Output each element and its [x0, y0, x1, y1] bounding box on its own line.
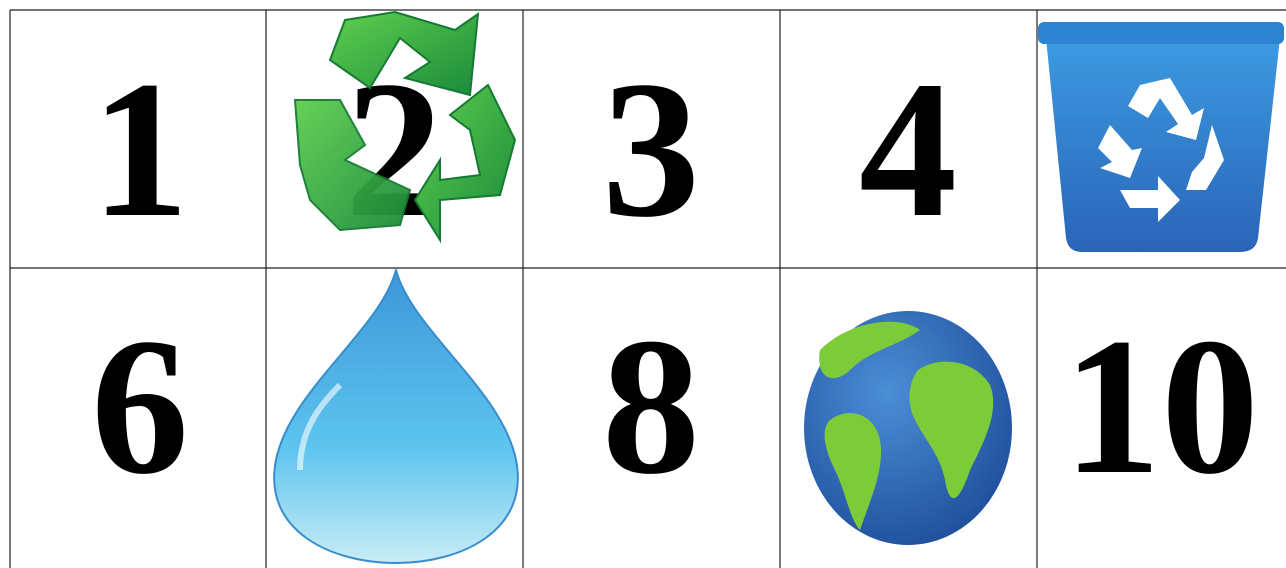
cell-number: 6	[91, 298, 189, 515]
water-drop	[274, 270, 518, 563]
cell-number: 3	[602, 41, 700, 258]
page: 1 2 3 4 6 7 8 10 (() => { const data = J…	[0, 0, 1286, 568]
cell-number: 4	[859, 41, 957, 258]
globe	[804, 311, 1012, 545]
cell-number: 8	[602, 298, 700, 515]
recycle-bin	[1038, 22, 1284, 252]
number-board: 1 2 3 4 6 7 8 10	[0, 0, 1286, 568]
cell-number: 10	[1063, 298, 1259, 515]
cell-number: 1	[91, 41, 189, 258]
